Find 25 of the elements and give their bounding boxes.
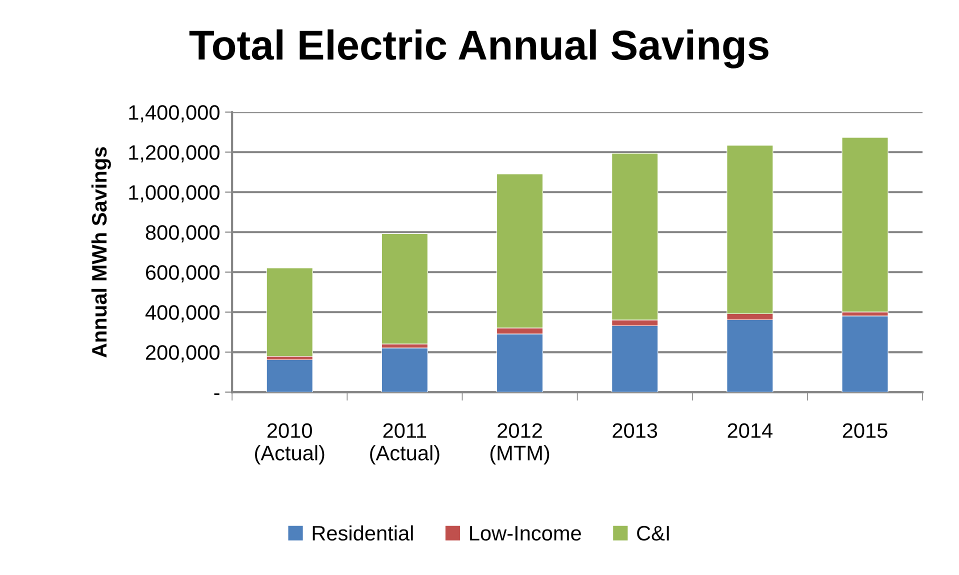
y-tick-label: 1,000,000 [129, 185, 220, 202]
chart-title: Total Electric Annual Savings [189, 29, 768, 68]
bar [381, 233, 428, 344]
y-tick-label: 1,400,000 [129, 105, 220, 122]
bar [266, 268, 313, 357]
y-axis-title: Annual MWh Savings [91, 147, 111, 358]
y-tick-label: 400,000 [145, 305, 220, 322]
legend-label: C&I [637, 526, 669, 541]
legend-label: Residential [312, 525, 413, 541]
legend-label: Low-Income [470, 526, 581, 541]
y-tick-label: 200,000 [146, 345, 220, 362]
bar [266, 359, 313, 392]
y-tick-label: 600,000 [146, 265, 220, 282]
bar [842, 316, 888, 392]
y-tick-label: 1,200,000 [129, 145, 220, 162]
x-tick-label: 2013 [612, 423, 658, 438]
bar [842, 137, 888, 312]
x-tick-label: 2011 (Actual) [370, 423, 440, 465]
bar [381, 348, 428, 392]
x-tick-label: 2015 [842, 423, 888, 438]
y-tick-label: - [214, 393, 220, 395]
x-tick-label: 2010 (Actual) [255, 423, 324, 465]
y-tick-label: 800,000 [146, 225, 220, 242]
x-tick-label: 2012 (MTM) [490, 423, 550, 465]
x-tick-label: 2014 [728, 423, 773, 438]
